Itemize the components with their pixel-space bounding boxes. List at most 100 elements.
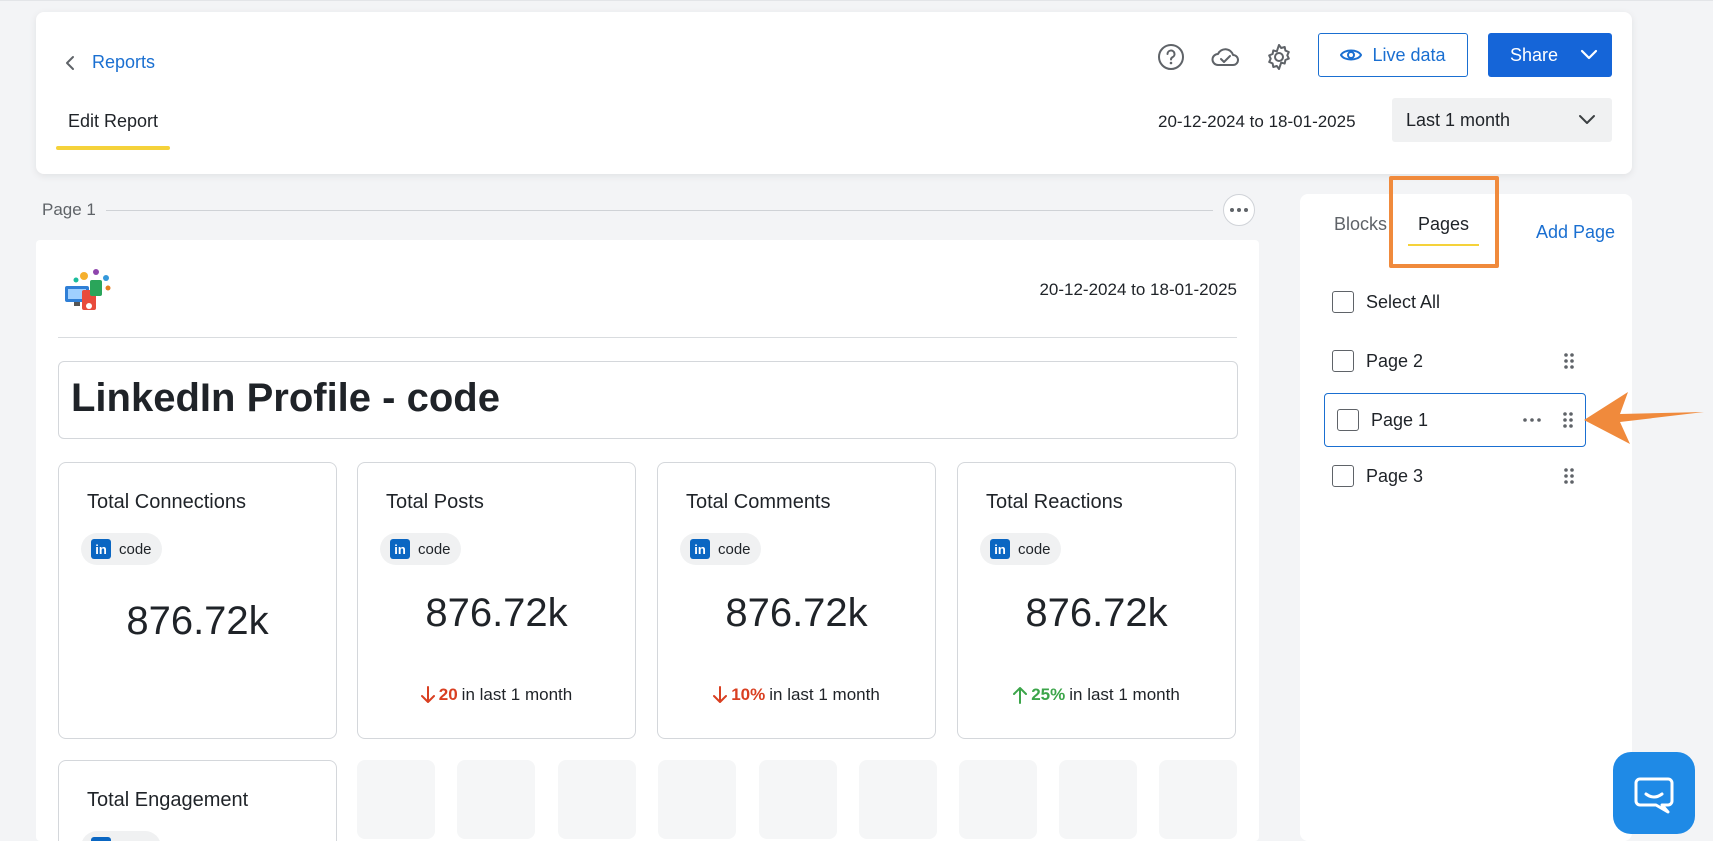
page-divider: Page 1 bbox=[42, 194, 1255, 226]
report-header: Reports Edit Report Live data Share 20-1… bbox=[36, 12, 1632, 174]
back-to-reports-link[interactable]: Reports bbox=[62, 52, 155, 73]
loading-placeholder bbox=[1159, 760, 1237, 839]
metric-change: 25% in last 1 month bbox=[958, 685, 1235, 705]
live-data-label: Live data bbox=[1372, 44, 1446, 65]
page-more-options-button[interactable] bbox=[1223, 194, 1255, 226]
change-value: 10% bbox=[731, 685, 766, 704]
drag-handle-icon[interactable] bbox=[1564, 353, 1574, 369]
metric-change: 10% in last 1 month bbox=[658, 685, 935, 705]
active-tab-underline bbox=[56, 146, 171, 150]
change-value: 25% bbox=[1031, 685, 1066, 704]
page-list-item[interactable]: Page 3 bbox=[1332, 456, 1594, 496]
chat-support-button[interactable] bbox=[1613, 752, 1695, 834]
page-checkbox[interactable] bbox=[1332, 350, 1354, 372]
loading-placeholder bbox=[1059, 760, 1137, 839]
page-list-item[interactable]: Page 2 bbox=[1332, 341, 1594, 381]
metric-title: Total Posts bbox=[386, 491, 484, 513]
page-checkbox[interactable] bbox=[1337, 409, 1359, 431]
page-list-item-selected[interactable]: Page 1 bbox=[1324, 393, 1586, 447]
active-tab-underline bbox=[1408, 244, 1480, 246]
page-name: Page 1 bbox=[1371, 409, 1429, 430]
loading-placeholder bbox=[357, 760, 435, 839]
account-chip: in code bbox=[680, 533, 761, 565]
select-all-row[interactable]: Select All bbox=[1332, 282, 1594, 322]
metric-card-connections[interactable]: Total Connections in code 876.72k bbox=[58, 462, 337, 739]
share-label: Share bbox=[1510, 44, 1559, 65]
account-chip: in code bbox=[81, 533, 162, 565]
page-name: Page 3 bbox=[1366, 465, 1424, 486]
metric-value: 876.72k bbox=[725, 591, 868, 635]
select-all-label: Select All bbox=[1366, 291, 1441, 312]
live-data-button[interactable]: Live data bbox=[1318, 33, 1468, 77]
change-text: in last 1 month bbox=[461, 685, 573, 704]
metric-value: 876.72k bbox=[425, 591, 568, 635]
chat-bubble-icon bbox=[1634, 777, 1674, 814]
chevron-down-icon bbox=[1579, 115, 1595, 124]
arrow-down-icon bbox=[420, 686, 435, 703]
report-title: LinkedIn Profile - code bbox=[71, 376, 500, 420]
more-horizontal-icon bbox=[1230, 208, 1248, 212]
metric-card-comments[interactable]: Total Comments in code 876.72k 10% in la… bbox=[657, 462, 936, 739]
report-canvas: 20-12-2024 to 18-01-2025 LinkedIn Profil… bbox=[36, 240, 1259, 841]
linkedin-icon: in bbox=[690, 539, 710, 559]
page-label: Page 1 bbox=[42, 200, 96, 219]
eye-icon bbox=[1340, 49, 1363, 61]
canvas-date-range: 20-12-2024 to 18-01-2025 bbox=[1039, 280, 1237, 299]
back-label: Reports bbox=[92, 52, 156, 72]
page-checkbox[interactable] bbox=[1332, 465, 1354, 487]
metric-card-reactions[interactable]: Total Reactions in code 876.72k 25% in l… bbox=[957, 462, 1236, 739]
loading-placeholder bbox=[859, 760, 937, 839]
cloud-check-icon[interactable] bbox=[1208, 40, 1242, 74]
change-text: in last 1 month bbox=[1069, 685, 1180, 704]
arrow-up-icon bbox=[1013, 687, 1028, 704]
account-chip: in code bbox=[980, 533, 1061, 565]
more-horizontal-icon[interactable] bbox=[1523, 418, 1541, 422]
tab-pages[interactable]: Pages bbox=[1408, 214, 1480, 246]
page-name: Page 2 bbox=[1366, 350, 1424, 371]
loading-placeholder bbox=[759, 760, 837, 839]
loading-placeholder bbox=[959, 760, 1037, 839]
change-text: in last 1 month bbox=[769, 685, 880, 704]
linkedin-icon: in bbox=[91, 539, 111, 559]
linkedin-icon bbox=[91, 837, 111, 841]
account-name: code bbox=[418, 540, 451, 558]
period-dropdown[interactable]: Last 1 month bbox=[1392, 98, 1612, 142]
loading-placeholder bbox=[558, 760, 636, 839]
annotation-arrow-icon bbox=[1584, 392, 1704, 444]
metric-value: 876.72k bbox=[1025, 591, 1168, 635]
account-name: code bbox=[119, 540, 152, 558]
metric-title: Total Engagement bbox=[87, 789, 249, 811]
canvas-divider bbox=[58, 337, 1237, 338]
metric-title: Total Reactions bbox=[986, 491, 1123, 513]
social-media-logo-icon bbox=[65, 269, 111, 310]
share-button[interactable]: Share bbox=[1488, 33, 1612, 77]
linkedin-icon: in bbox=[390, 539, 410, 559]
metric-title: Total Comments bbox=[686, 491, 831, 513]
help-icon[interactable] bbox=[1154, 40, 1188, 74]
tab-edit-report-label: Edit Report bbox=[68, 111, 159, 131]
top-border bbox=[0, 0, 1713, 1]
settings-gear-icon[interactable] bbox=[1262, 40, 1296, 74]
account-chip bbox=[81, 831, 161, 841]
loading-placeholder bbox=[457, 760, 535, 839]
account-chip: in code bbox=[380, 533, 461, 565]
pages-panel: Blocks Pages Add Page Select All Page 2 … bbox=[1300, 176, 1632, 841]
report-title-block[interactable]: LinkedIn Profile - code bbox=[58, 361, 1238, 439]
header-icons bbox=[1154, 40, 1296, 74]
metric-title: Total Connections bbox=[87, 491, 246, 513]
select-all-checkbox[interactable] bbox=[1332, 291, 1354, 313]
metric-card-engagement[interactable]: Total Engagement bbox=[58, 760, 337, 841]
divider-line bbox=[105, 209, 1213, 211]
tab-pages-label: Pages bbox=[1418, 214, 1470, 234]
header-date-range: 20-12-2024 to 18-01-2025 bbox=[1158, 112, 1356, 131]
metric-card-posts[interactable]: Total Posts in code 876.72k 20 in last 1… bbox=[357, 462, 636, 739]
tab-blocks[interactable]: Blocks bbox=[1334, 214, 1388, 234]
add-page-link[interactable]: Add Page bbox=[1536, 222, 1616, 242]
arrow-down-icon bbox=[713, 686, 728, 703]
account-name: code bbox=[718, 540, 751, 558]
drag-handle-icon[interactable] bbox=[1564, 468, 1574, 484]
drag-handle-icon[interactable] bbox=[1563, 412, 1573, 428]
metric-change: 20 in last 1 month bbox=[358, 685, 635, 705]
metric-value: 876.72k bbox=[126, 599, 269, 643]
tab-edit-report[interactable]: Edit Report bbox=[56, 108, 171, 152]
